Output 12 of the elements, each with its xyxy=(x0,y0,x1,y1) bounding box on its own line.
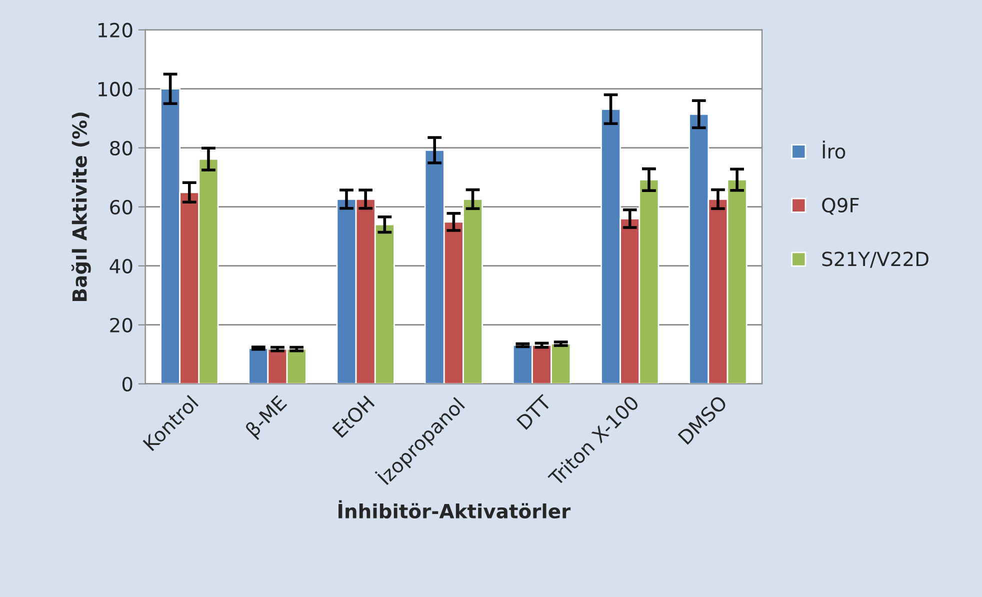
x-axis-title: İnhibitör-Aktivatörler xyxy=(338,500,571,519)
legend-label: İro xyxy=(822,140,846,159)
y-tick-label: 20 xyxy=(110,318,132,333)
y-tick-label: 40 xyxy=(110,258,132,274)
y-tick-label: 0 xyxy=(122,376,132,392)
y-tick-label: 100 xyxy=(98,82,132,97)
legend-label: Q9F xyxy=(822,198,859,215)
y-tick-label: 80 xyxy=(110,140,132,156)
y-tick-label: 60 xyxy=(110,200,132,215)
y-axis-title: Bağıl Aktivite (%) xyxy=(71,112,91,301)
y-tick-label: 120 xyxy=(98,22,132,38)
legend-label: S21Y/V22D xyxy=(822,252,928,268)
